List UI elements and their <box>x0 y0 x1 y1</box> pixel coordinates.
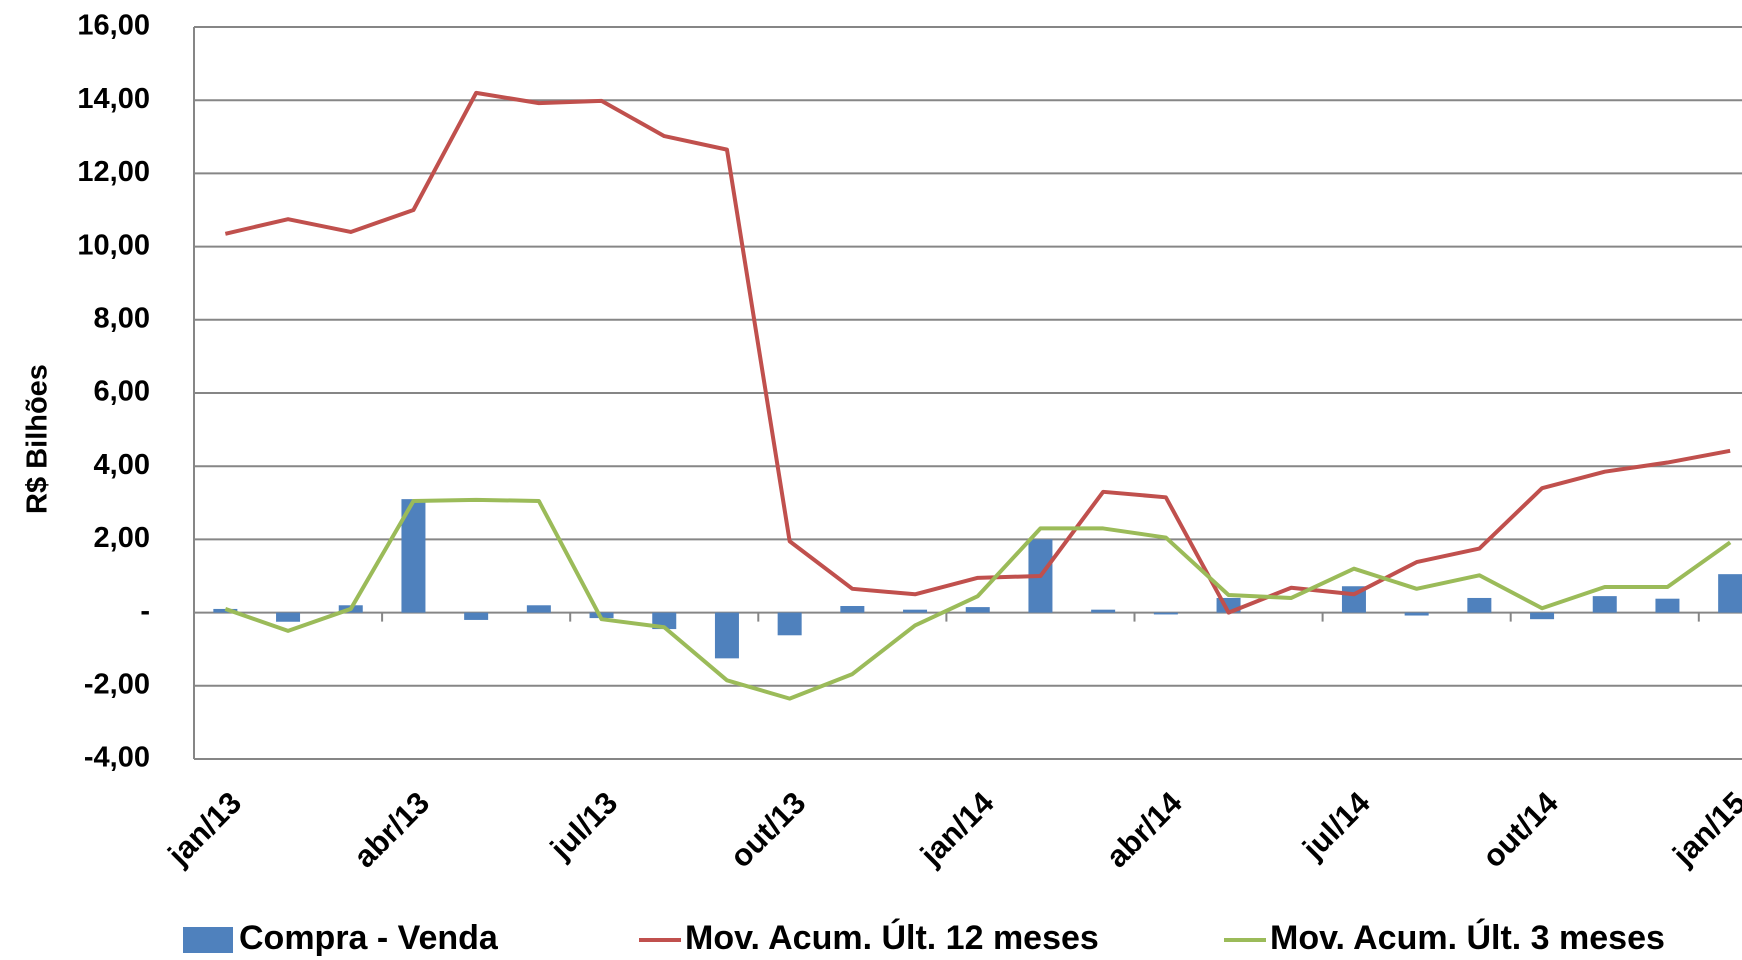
x-tick-label: jul/14 <box>1295 784 1377 866</box>
x-tick-label: jul/13 <box>543 785 625 867</box>
legend-swatch <box>183 927 233 953</box>
line <box>224 497 1732 701</box>
bar <box>1655 598 1680 613</box>
bar <box>1091 609 1116 613</box>
line <box>224 90 1731 615</box>
legend-label: Compra - Venda <box>239 919 499 957</box>
bar <box>1153 612 1178 615</box>
x-tick-label: jan/14 <box>913 784 1001 872</box>
x-tick-label: out/14 <box>1475 784 1565 874</box>
x-tick-label: jan/15 <box>1665 785 1742 873</box>
y-tick-label: 6,00 <box>94 376 150 408</box>
x-tick-label: abr/14 <box>1099 784 1189 874</box>
bar <box>965 607 990 613</box>
y-tick-label: -4,00 <box>84 742 150 774</box>
legend-label: Mov. Acum. Últ. 3 meses <box>1270 919 1665 957</box>
legend-label: Mov. Acum. Últ. 12 meses <box>685 919 1099 957</box>
bar <box>1592 596 1617 613</box>
y-tick-label: 10,00 <box>77 229 150 261</box>
bar <box>840 606 865 613</box>
bar <box>714 612 739 659</box>
y-tick-label: 4,00 <box>94 449 150 481</box>
y-tick-label: 8,00 <box>94 302 150 334</box>
y-tick-label: 2,00 <box>94 522 150 554</box>
y-tick-label: - <box>140 595 150 627</box>
x-tick-label: jan/13 <box>160 785 248 873</box>
x-tick-label: out/13 <box>723 785 812 874</box>
bar <box>1530 612 1555 620</box>
bar <box>1467 597 1492 613</box>
bar <box>464 612 489 620</box>
bar <box>276 612 301 622</box>
y-axis-title: R$ Bilhões <box>22 364 54 514</box>
y-tick-label: 16,00 <box>77 10 150 42</box>
y-tick-label: 14,00 <box>77 83 150 115</box>
y-tick-label: -2,00 <box>84 668 150 700</box>
bar <box>903 609 928 613</box>
bar <box>1404 612 1429 616</box>
bar <box>777 612 802 636</box>
x-tick-label: abr/13 <box>347 785 436 874</box>
bar <box>1718 574 1742 613</box>
bar <box>526 605 551 613</box>
y-tick-label: 12,00 <box>77 156 150 188</box>
